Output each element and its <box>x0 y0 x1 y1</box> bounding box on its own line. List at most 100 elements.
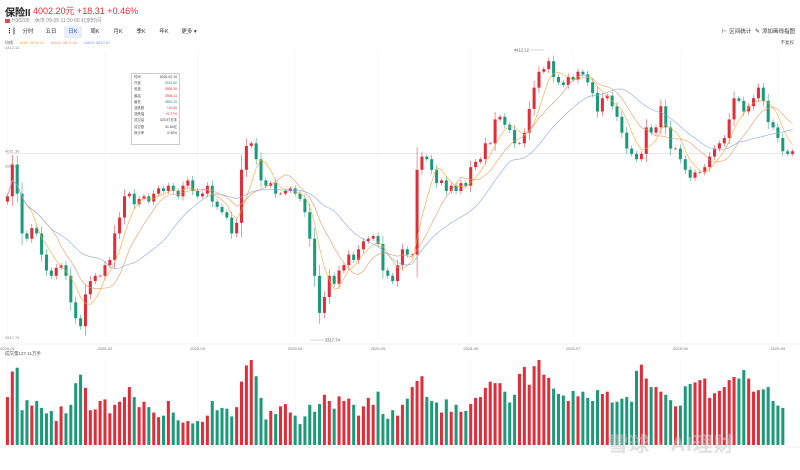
volume-bar <box>727 380 731 445</box>
candle-body <box>566 77 570 86</box>
candle-body <box>274 183 278 194</box>
candle-body <box>35 228 39 234</box>
candle-body <box>93 275 97 282</box>
volume-bar <box>522 366 526 445</box>
stock-code: H30200 <box>12 18 30 24</box>
candle-body <box>786 151 790 154</box>
candle-body <box>127 193 131 197</box>
volume-bar <box>274 414 278 445</box>
x-tick-label: 2025-08 <box>673 346 688 351</box>
candle-body <box>664 106 668 128</box>
tab-monthly-k[interactable]: 月K <box>113 29 123 35</box>
candle-body <box>532 87 536 109</box>
ma20-line <box>7 88 793 270</box>
volume-bar <box>610 402 614 445</box>
candle-body <box>74 302 78 319</box>
volume-bar <box>766 387 770 445</box>
candle-body <box>391 275 395 282</box>
volume-bar <box>454 404 458 445</box>
candle-body <box>244 145 248 170</box>
candle-body <box>688 169 692 178</box>
volume-bar <box>215 410 219 445</box>
volume-bar <box>113 404 117 445</box>
tab-more[interactable]: 更多 ▾ <box>181 29 197 35</box>
candle-body <box>361 241 365 250</box>
tab-intraday[interactable]: 分时 <box>22 29 34 35</box>
candle-body <box>357 249 361 260</box>
tooltip-key: 成交额 <box>134 124 145 129</box>
volume-bar <box>327 400 331 445</box>
candle-body <box>171 185 175 192</box>
candle-body <box>425 156 429 160</box>
volume-bar <box>771 400 775 445</box>
ma-legend-prefix: 均线 <box>5 40 13 45</box>
volume-bar <box>176 420 180 445</box>
tab-weekly-k[interactable]: 周K <box>90 29 100 35</box>
candle-body <box>703 167 707 173</box>
candle-body <box>713 148 717 157</box>
volume-bar <box>400 404 404 445</box>
candle-body <box>488 143 492 144</box>
candle-body <box>279 193 283 195</box>
candle-body <box>83 294 87 327</box>
volume-bar <box>69 404 73 445</box>
tooltip-key: 换手率 <box>134 130 145 135</box>
tooltip-key: 成交量 <box>134 118 145 123</box>
stock-title: 保险II <box>5 8 31 19</box>
volume-bar <box>503 391 507 445</box>
candle-body <box>615 106 619 117</box>
chart-toggle-icon[interactable]: ⋮| <box>6 28 15 35</box>
candle-body <box>552 61 556 78</box>
candle-body <box>410 254 414 256</box>
volume-bar <box>688 383 692 445</box>
candle-body <box>483 143 487 160</box>
candle-body <box>108 259 112 266</box>
volume-bar <box>210 400 214 445</box>
volume-bar <box>30 405 34 445</box>
volume-bar <box>556 394 560 445</box>
volume-bar <box>674 406 678 445</box>
candle-body <box>717 143 721 149</box>
adjustment-selector[interactable]: 不复权 <box>780 40 795 45</box>
candle-body <box>630 148 634 154</box>
tooltip-row: 时间 2025-02-10 <box>132 74 179 80</box>
candle-body <box>722 138 726 144</box>
y-tick-label: 3317.74 <box>5 335 20 340</box>
tab-five-day[interactable]: 五日 <box>45 29 57 35</box>
candle-body <box>620 116 624 133</box>
volume-bar <box>244 365 248 445</box>
add-drawing-button[interactable]: ✎ 添加画线指图 <box>755 26 795 38</box>
candle-body <box>459 183 463 192</box>
candle-body <box>747 106 751 112</box>
candle-body <box>5 196 9 202</box>
candle-body <box>366 238 370 242</box>
volume-bar <box>220 407 224 445</box>
candle-body <box>44 254 48 271</box>
volume-bar <box>347 398 351 445</box>
range-stats-button[interactable]: ⊢ 区间统计 <box>722 26 751 38</box>
volume-bar <box>361 406 365 445</box>
candle-body <box>181 185 185 197</box>
volume-bar <box>205 415 209 445</box>
ma5-legend: MA5 3978.63 <box>20 40 44 45</box>
candle-body <box>322 297 326 313</box>
x-tick-label: 2025-04 <box>288 346 303 351</box>
tooltip-row: 最低 3894.15 <box>132 99 179 105</box>
candle-body <box>522 132 526 144</box>
candle-body <box>761 87 765 101</box>
volume-bar <box>717 390 721 445</box>
volume-bar <box>591 400 595 445</box>
volume-bar <box>537 360 541 445</box>
tab-yearly-k[interactable]: 年K <box>159 29 169 35</box>
candle-body <box>464 183 468 186</box>
candle-body <box>293 188 297 194</box>
tab-quarterly-k[interactable]: 季K <box>136 29 146 35</box>
tab-daily-k[interactable]: 日K <box>64 26 82 38</box>
x-tick-label: 2025-03 <box>190 346 205 351</box>
volume-bar <box>269 411 273 445</box>
tooltip-row: 开盘 3913.60 <box>132 80 179 86</box>
tooltip-value: +10.60 <box>166 105 177 110</box>
tooltip-value: 323.57万手 <box>159 118 177 123</box>
candle-body <box>15 164 19 194</box>
